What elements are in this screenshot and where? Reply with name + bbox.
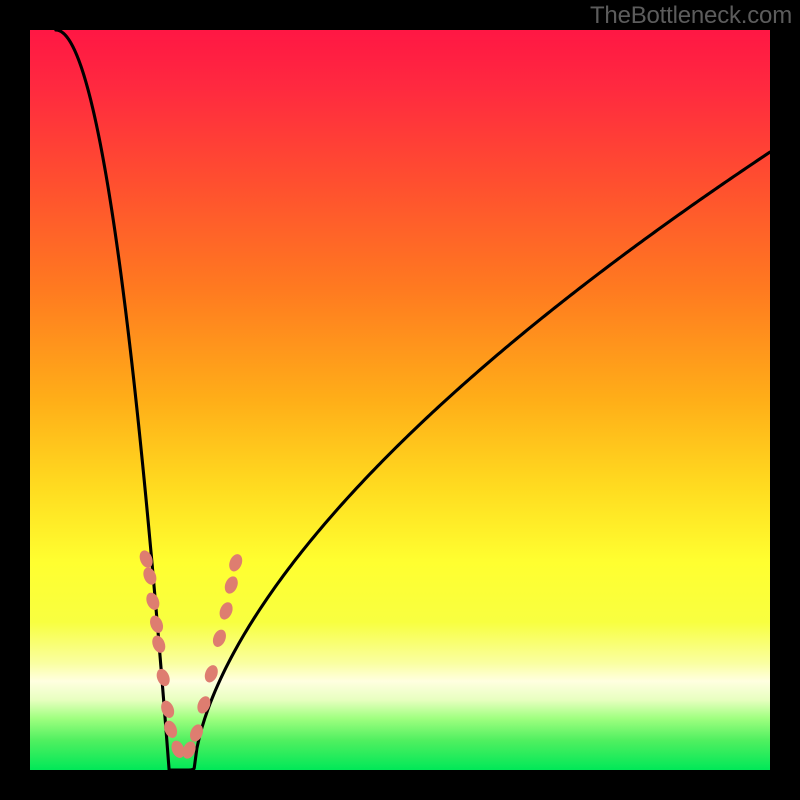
watermark-text: TheBottleneck.com [590, 2, 792, 30]
plot-background [30, 30, 770, 770]
bottleneck-chart [0, 0, 800, 800]
